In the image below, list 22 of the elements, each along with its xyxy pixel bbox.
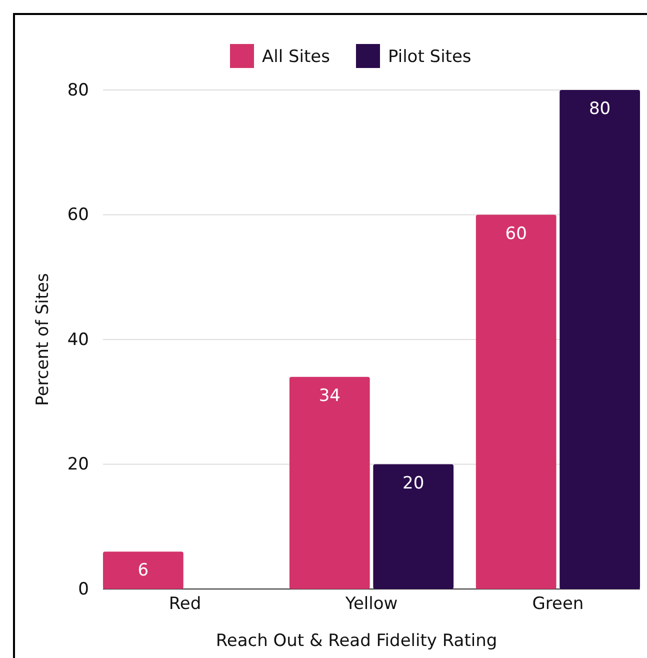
y-tick-label: 80 xyxy=(67,80,89,100)
legend-label: All Sites xyxy=(262,47,330,67)
bar xyxy=(560,90,640,589)
y-tick-label: 60 xyxy=(67,205,89,226)
y-axis-title: Percent of Sites xyxy=(33,273,53,406)
x-axis-title: Reach Out & Read Fidelity Rating xyxy=(216,631,498,651)
bar xyxy=(476,214,556,589)
data-label: 80 xyxy=(588,99,611,119)
data-label: 34 xyxy=(318,386,340,406)
x-tick-label: Yellow xyxy=(344,594,398,614)
data-label: 60 xyxy=(505,224,527,244)
bar xyxy=(103,552,184,589)
data-label: 20 xyxy=(402,473,424,494)
y-tick-label: 20 xyxy=(67,454,89,475)
y-tick-label: 0 xyxy=(78,579,89,600)
data-label: 6 xyxy=(138,560,149,581)
x-tick-label: Red xyxy=(168,594,202,614)
bar xyxy=(373,464,454,589)
x-tick-label: Green xyxy=(532,594,584,614)
legend-label: Pilot Sites xyxy=(388,47,472,67)
y-tick-label: 40 xyxy=(67,330,89,350)
bar xyxy=(289,376,370,589)
